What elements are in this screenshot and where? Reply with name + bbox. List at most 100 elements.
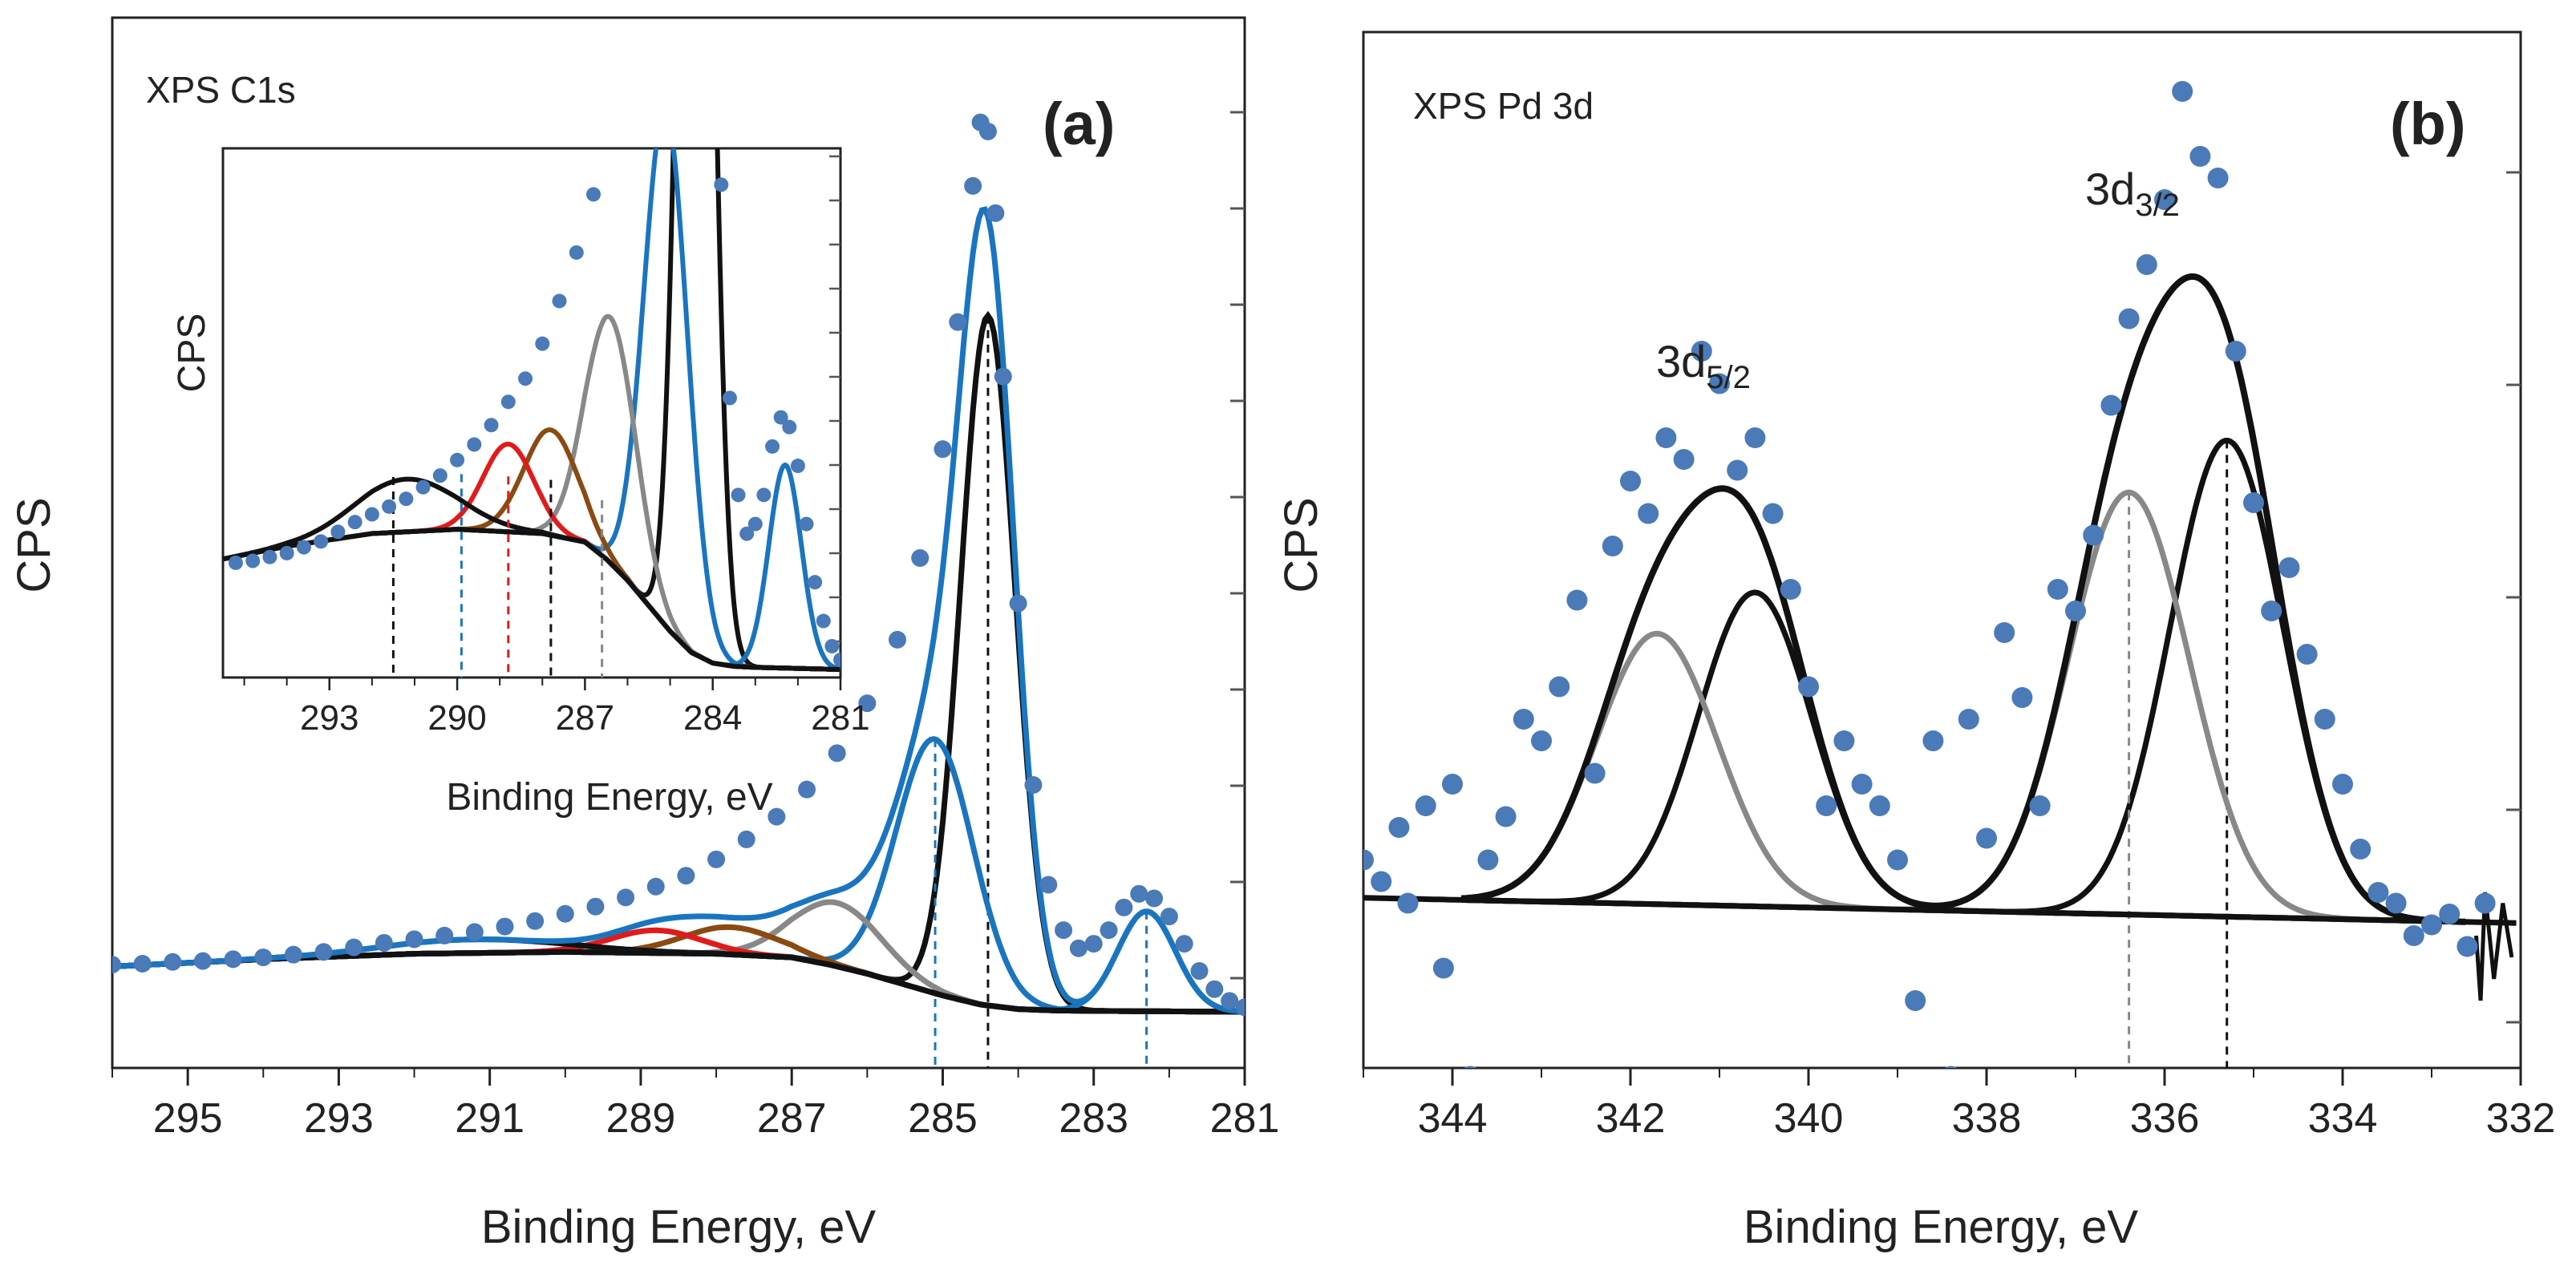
panel-b-data-point bbox=[2385, 892, 2407, 914]
panel-b-data-point bbox=[1851, 774, 1873, 795]
panel-a-data-point bbox=[677, 867, 695, 885]
inset-x-tick-label: 290 bbox=[427, 698, 486, 738]
peak-label-3d52-main: 3d bbox=[1656, 336, 1706, 386]
inset-data-point bbox=[484, 418, 499, 433]
panel-b-data-point bbox=[2439, 904, 2461, 924]
panel-b-data-point bbox=[1602, 536, 1623, 556]
inset-data-point bbox=[432, 468, 448, 483]
panel-a-data-point bbox=[405, 930, 423, 948]
peak-label-3d52: 3d5/2 bbox=[1656, 336, 1751, 395]
panel-b-data-point bbox=[2154, 189, 2175, 210]
panel-a-x-tick-label: 285 bbox=[908, 1095, 978, 1142]
panel-b-data-point bbox=[2421, 914, 2442, 936]
inset-data-point bbox=[756, 487, 772, 503]
panel-a-data-point bbox=[986, 204, 1005, 222]
panel-b-frame bbox=[1362, 30, 2522, 1070]
panel-b-data-point bbox=[2457, 936, 2478, 957]
panel-b-data-point bbox=[1944, 1066, 1958, 1068]
panel-a-data-point bbox=[435, 926, 454, 944]
panel-b-data-point bbox=[1798, 676, 1819, 698]
panel-a-title: XPS C1s bbox=[146, 69, 296, 111]
panel-b-x-tick-label: 342 bbox=[1596, 1095, 1666, 1142]
panel-a-data-point bbox=[1175, 935, 1193, 953]
panel-a-data-point bbox=[768, 807, 786, 826]
inset-data-point bbox=[799, 516, 814, 532]
panel-b-x-tick-label: 334 bbox=[2308, 1095, 2378, 1142]
panel-a-data-point bbox=[496, 917, 514, 936]
panel-a-x-tick-label: 295 bbox=[153, 1095, 223, 1142]
inset-data-point bbox=[722, 390, 737, 406]
inset-data-point bbox=[773, 410, 788, 425]
inset-data-point bbox=[808, 575, 823, 590]
panel-b-data-point bbox=[2332, 774, 2353, 795]
panel-a-data-point bbox=[1100, 921, 1118, 940]
panel-b-data-point bbox=[1388, 817, 1410, 838]
panel-a-data-point bbox=[798, 780, 816, 799]
panel-a-x-tick-label: 291 bbox=[455, 1095, 525, 1142]
panel-b-data-point bbox=[2367, 882, 2389, 903]
panel-a-data-point bbox=[1009, 594, 1027, 613]
panel-a-data-point bbox=[1221, 992, 1239, 1010]
panel-b-data-point bbox=[1513, 709, 1534, 730]
inset-data-point bbox=[833, 652, 840, 667]
panel-a-data-point bbox=[1055, 921, 1073, 940]
inset-data-point bbox=[782, 419, 797, 435]
inset-data-point bbox=[569, 245, 584, 260]
panel-a-data-point bbox=[949, 313, 967, 331]
panel-b-data-point bbox=[2189, 146, 2211, 167]
inset-data-point bbox=[747, 516, 763, 532]
panel-b-data-point bbox=[2100, 394, 2122, 416]
panel-a-data-point bbox=[1039, 876, 1058, 894]
panel-b-data-point bbox=[1584, 762, 1606, 784]
panel-a-data-point bbox=[1130, 884, 1148, 903]
inset-data-point bbox=[500, 394, 516, 410]
panel-b-data-point bbox=[1958, 709, 1979, 730]
panel-b-title: XPS Pd 3d bbox=[1413, 85, 1594, 127]
inset-data-point bbox=[731, 487, 746, 503]
inset-data-point bbox=[279, 545, 294, 560]
panel-b-data-point bbox=[1566, 589, 1588, 611]
panel-a-letter: (a) bbox=[1043, 91, 1115, 157]
panel-a-data-point bbox=[465, 923, 484, 941]
panel-b-data-point bbox=[1994, 622, 2015, 643]
panel-b-x-tick-label: 340 bbox=[1774, 1095, 1844, 1142]
panel-b-data-point bbox=[2350, 839, 2371, 859]
inset-frame bbox=[221, 147, 842, 679]
panel-b-data-point bbox=[2403, 925, 2424, 946]
panel-b-data-point bbox=[1780, 579, 1801, 600]
panel-a-data-point bbox=[858, 694, 877, 713]
inset-data-point bbox=[586, 187, 601, 202]
panel-a-data-point bbox=[586, 897, 605, 916]
inset-data-point bbox=[714, 177, 729, 192]
panel-a-data-point bbox=[224, 950, 242, 969]
inset-data-point bbox=[765, 439, 780, 454]
panel-a-data-point bbox=[133, 955, 152, 973]
panel-a-y-axis-title: CPS bbox=[8, 497, 60, 593]
panel-a-x-tick-label: 281 bbox=[1210, 1095, 1280, 1142]
panel-b-data-point bbox=[1762, 503, 1784, 524]
panel-b-data-point bbox=[1655, 427, 1677, 448]
panel-a-x-tick-label: 287 bbox=[757, 1095, 827, 1142]
panel-b-data-point bbox=[2172, 81, 2193, 102]
panel-a-data-point bbox=[978, 122, 997, 140]
inset-x-tick-label: 284 bbox=[683, 698, 742, 738]
inset-plot-area bbox=[223, 148, 840, 677]
inset-data-point bbox=[296, 540, 311, 555]
panel-b-envelope-line bbox=[1460, 273, 2466, 925]
inset-data-point bbox=[816, 613, 831, 629]
panel-b-right-ticks bbox=[2506, 171, 2521, 1024]
panel-b-data-point bbox=[2029, 795, 2051, 816]
inset-data-point bbox=[467, 437, 482, 452]
panel-b-plot-area bbox=[1363, 81, 2517, 1068]
panel-a-data-point bbox=[1236, 998, 1245, 1017]
panel-a-plot-area bbox=[112, 113, 1245, 1068]
panel-b-y-axis-title: CPS bbox=[1275, 497, 1327, 593]
panel-b-data-point bbox=[2207, 168, 2229, 188]
panel-a-x-tick-label: 283 bbox=[1059, 1095, 1128, 1142]
panel-a-data-point bbox=[112, 956, 121, 974]
panel-b-data-point bbox=[2065, 601, 2086, 621]
inset-x-tick-label: 287 bbox=[556, 698, 614, 738]
panel-b-data-point bbox=[1869, 795, 1890, 816]
peak-label-3d32: 3d3/2 bbox=[2085, 164, 2180, 223]
panel-a-data-point bbox=[964, 176, 982, 195]
